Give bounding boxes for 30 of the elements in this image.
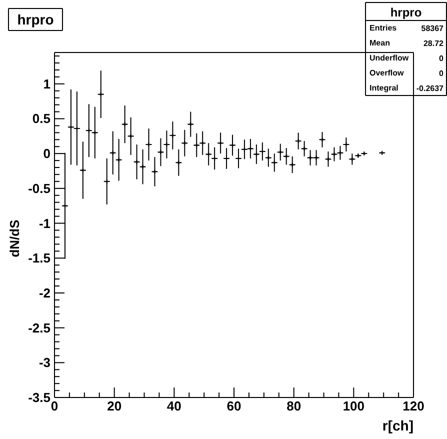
- annotation: Integral: [370, 84, 398, 92]
- y-tick-label: -2: [38, 285, 51, 300]
- y-tick-label: -1.5: [28, 250, 51, 266]
- text: 0: [439, 54, 444, 63]
- x-tick-label: 20: [107, 398, 122, 414]
- y-tick-label: -3: [38, 355, 51, 370]
- y-tick-label: 0.5: [32, 111, 51, 126]
- chart-title: hrpro: [17, 12, 54, 28]
- x-tick-label: 100: [342, 398, 365, 414]
- y-tick-label: -2.5: [28, 320, 51, 336]
- x-axis-title: r[ch]: [382, 418, 414, 434]
- y-tick-label: 0: [43, 146, 51, 162]
- annotation: Overflow: [370, 68, 405, 78]
- text: 58367: [421, 24, 444, 33]
- text: 28.72: [423, 39, 444, 48]
- y-axis-title: dN/dS: [7, 219, 22, 258]
- y-tick-label: -1: [38, 216, 51, 231]
- annotation: Underflow: [370, 54, 410, 62]
- y-tick-label: -0.5: [28, 180, 51, 196]
- x-tick-label: 40: [166, 398, 182, 414]
- x-tick-label: 60: [226, 398, 242, 414]
- y-tick-label: -3.5: [28, 390, 51, 405]
- text: Mean: [370, 38, 390, 48]
- text: -0.2637: [416, 84, 444, 93]
- x-tick-label: 80: [286, 398, 302, 414]
- y-tick-label: 1: [43, 76, 51, 92]
- text: Entries: [370, 24, 398, 32]
- x-tick-label: 120: [402, 398, 424, 414]
- text: 0: [439, 69, 444, 78]
- text: hrpro: [390, 6, 422, 20]
